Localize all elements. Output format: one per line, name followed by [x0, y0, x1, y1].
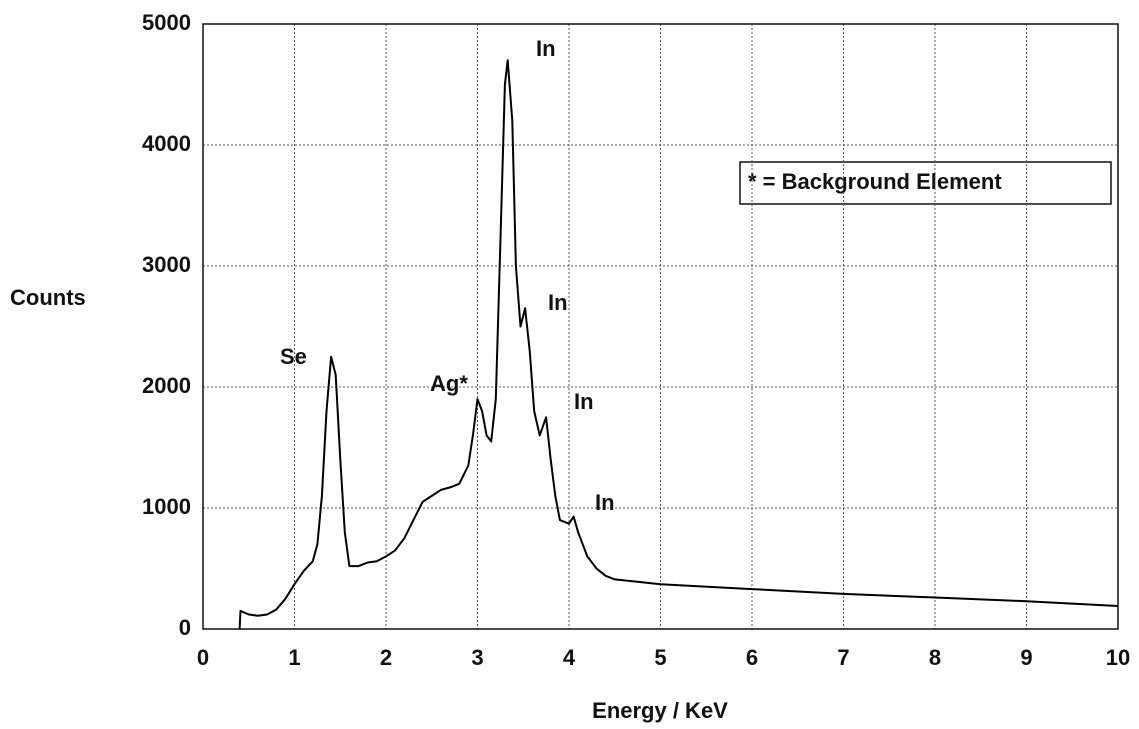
y-tick-label: 4000 — [142, 131, 191, 156]
y-tick-label: 1000 — [142, 494, 191, 519]
x-tick-label: 1 — [288, 645, 300, 670]
peak-label: In — [595, 490, 615, 515]
y-tick-label: 5000 — [142, 10, 191, 35]
x-tick-label: 4 — [563, 645, 576, 670]
x-tick-label: 10 — [1106, 645, 1130, 670]
y-axis-label: Counts — [10, 285, 86, 310]
y-tick-label: 3000 — [142, 252, 191, 277]
x-tick-label: 3 — [471, 645, 483, 670]
note-box — [739, 161, 1112, 205]
x-tick-label: 2 — [380, 645, 392, 670]
x-tick-label: 9 — [1020, 645, 1032, 670]
y-tick-label: 0 — [179, 615, 191, 640]
peak-label: In — [574, 389, 594, 414]
spectrum-line — [238, 59, 1119, 630]
x-tick-label: 8 — [929, 645, 941, 670]
note: * = Background Element — [748, 169, 1002, 194]
plot-frame — [202, 23, 1119, 630]
y-tick-label: 2000 — [142, 373, 191, 398]
peak-label: In — [536, 36, 556, 61]
x-tick-label: 6 — [746, 645, 758, 670]
x-tick-label: 7 — [837, 645, 849, 670]
peak-label: In — [548, 290, 568, 315]
peak-label: Ag* — [430, 371, 468, 396]
peak-label: Se — [280, 344, 307, 369]
x-axis-label: Energy / KeV — [592, 698, 728, 723]
x-tick-label: 0 — [197, 645, 209, 670]
x-tick-label: 5 — [654, 645, 666, 670]
